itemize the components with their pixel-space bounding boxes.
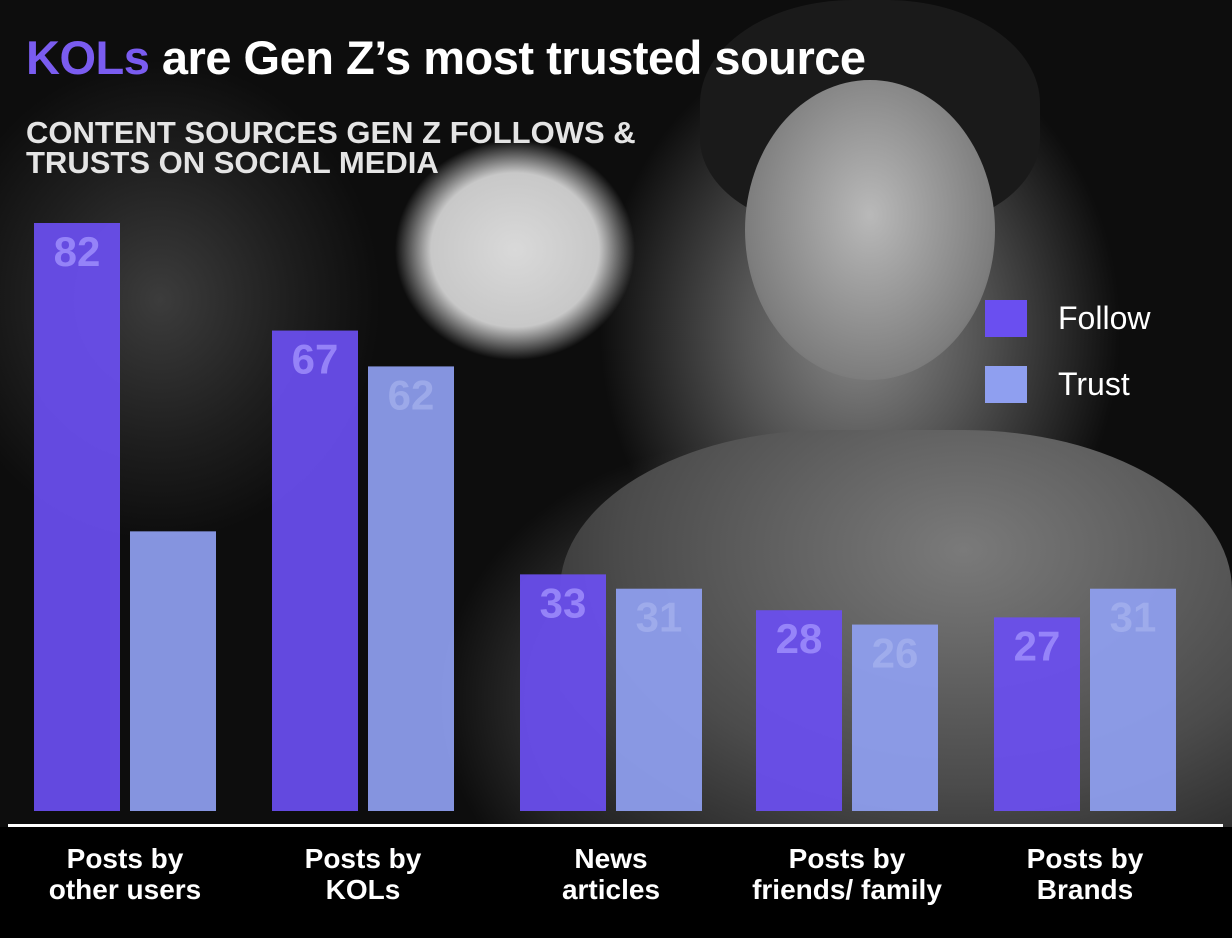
bar-follow-2 [520,574,606,811]
bar-follow-1 [272,330,358,811]
bar-trust-2 [616,588,702,811]
subtitle-line-2: TRUSTS ON SOCIAL MEDIA [26,145,439,181]
x-tick-label-line: KOLs [325,874,401,906]
bar-trust-1 [368,366,454,811]
subtitle-line-1: CONTENT SOURCES GEN Z FOLLOWS & [26,115,636,150]
title-accent: KOLs [26,31,150,84]
x-tick-label-line: Posts by [788,843,906,874]
x-tick-label-line: articles [561,874,661,906]
bar-follow-3 [756,610,842,811]
legend-label-trust: Trust [1058,366,1130,402]
data-label-trust-2: 31 [636,594,683,641]
x-tick-label-0: Posts by other users [5,843,245,906]
data-label-follow-2: 33 [540,579,587,626]
x-tick-label-4: Posts by Brands [965,843,1205,906]
data-label-trust-1: 62 [388,371,435,418]
x-tick-label-line: friends/ family [752,874,942,906]
x-tick-label-line: Posts by [1026,843,1144,874]
x-axis-baseline [8,824,1223,827]
bar-trust-3 [852,624,938,811]
bar-trust-0 [130,531,216,811]
page-title: KOLs are Gen Z’s most trusted source [26,30,866,85]
data-label-follow-1: 67 [292,336,339,383]
photo-face-shape [745,80,995,380]
bar-trust-4 [1090,588,1176,811]
legend-item-follow: Follow [985,300,1150,337]
x-axis-area [0,827,1232,938]
title-rest: are Gen Z’s most trusted source [149,31,866,84]
x-tick-label-2: News articles [491,843,731,906]
data-label-trust-4: 31 [1110,594,1157,641]
data-label-follow-4: 27 [1014,622,1061,669]
x-tick-label-3: Posts by friends/ family [727,843,967,906]
legend-swatch-follow [985,300,1027,337]
x-tick-label-line: Brands [1036,874,1134,906]
bar-follow-0 [34,223,120,811]
chart-subtitle: CONTENT SOURCES GEN Z FOLLOWS & TRUSTS O… [26,115,746,181]
x-tick-label-line: Posts by [304,843,422,874]
x-tick-label-line: News [574,843,648,874]
data-label-follow-0: 82 [54,228,101,275]
x-tick-label-line: Posts by [66,843,184,874]
x-tick-label-line: other users [48,874,202,906]
legend-item-trust: Trust [985,366,1130,403]
x-tick-label-1: Posts by KOLs [243,843,483,906]
data-label-follow-3: 28 [776,615,823,662]
data-label-trust-3: 26 [872,630,919,677]
legend-label-follow: Follow [1058,300,1151,336]
bar-follow-4 [994,617,1080,811]
legend-swatch-trust [985,366,1027,403]
